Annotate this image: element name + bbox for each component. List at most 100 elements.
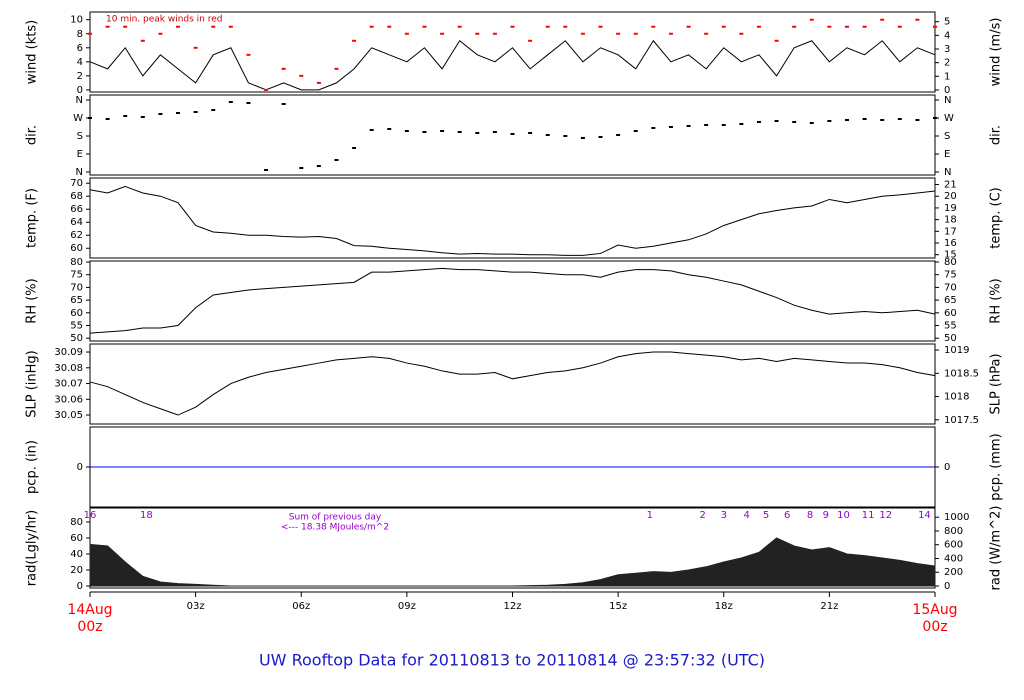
data-point xyxy=(827,25,832,28)
data-point xyxy=(616,134,621,136)
data-point xyxy=(563,25,568,28)
y-tick-label: W xyxy=(73,113,83,124)
y2-tick-label: 50 xyxy=(944,333,957,344)
data-point xyxy=(897,118,902,120)
y-axis-label: wind (kts) xyxy=(25,20,40,84)
y2-axis-label: rad (W/m^2) xyxy=(989,506,1004,591)
sun-marker: 3 xyxy=(721,510,727,521)
data-point xyxy=(404,130,409,132)
data-point xyxy=(88,117,92,119)
note: <--- 18.38 MJoules/m^2 xyxy=(281,523,389,533)
data-point xyxy=(668,126,673,128)
data-point xyxy=(933,25,937,28)
data-point xyxy=(246,53,251,56)
data-point xyxy=(387,25,392,28)
data-point xyxy=(264,88,269,91)
data-point xyxy=(123,115,128,117)
x-tick-label: 12z xyxy=(504,601,522,612)
data-point xyxy=(704,124,709,126)
y-tick-label: 30.06 xyxy=(54,394,83,405)
panel-frame xyxy=(89,260,936,342)
y-tick-label: 60 xyxy=(70,243,83,254)
y2-tick-label: 200 xyxy=(944,567,963,578)
y2-tick-label: 55 xyxy=(944,321,957,332)
data-point xyxy=(510,25,515,28)
data-point xyxy=(528,39,533,42)
data-point xyxy=(528,132,533,134)
data-point xyxy=(334,67,339,70)
y2-tick-label: 70 xyxy=(944,282,957,293)
data-point xyxy=(211,25,216,28)
data-point xyxy=(352,39,357,42)
data-point xyxy=(105,25,110,28)
y2-tick-label: N xyxy=(944,167,951,178)
sun-marker: 16 xyxy=(84,510,97,521)
y-tick-label: 2 xyxy=(77,71,83,82)
y-tick-label: 30.08 xyxy=(54,363,83,374)
data-point xyxy=(915,119,920,121)
y2-tick-label: 17 xyxy=(944,226,957,237)
sun-marker: 8 xyxy=(807,510,813,521)
y-tick-label: N xyxy=(76,95,83,106)
y-tick-label: E xyxy=(77,149,83,160)
data-point xyxy=(809,122,814,124)
y-tick-label: 70 xyxy=(70,282,83,293)
sun-marker: 4 xyxy=(743,510,749,521)
panel-frame xyxy=(89,11,936,93)
y2-axis-label: SLP (hPa) xyxy=(989,353,1004,414)
data-point xyxy=(105,118,110,120)
data-point xyxy=(123,25,128,28)
x-tick-label: 03z xyxy=(187,601,205,612)
sun-marker: 11 xyxy=(862,510,875,521)
data-point xyxy=(352,147,357,149)
data-point xyxy=(88,32,92,35)
data-point xyxy=(774,120,779,122)
data-point xyxy=(545,25,550,28)
data-point xyxy=(792,121,797,123)
y-tick-label: 66 xyxy=(70,204,83,215)
series-line xyxy=(89,185,936,256)
y-tick-label: 0 xyxy=(77,581,83,592)
data-point xyxy=(422,131,427,133)
y-tick-label: 4 xyxy=(77,57,83,68)
y2-tick-label: S xyxy=(944,131,950,142)
sun-marker: 5 xyxy=(763,510,769,521)
y2-tick-label: N xyxy=(944,95,951,106)
data-point xyxy=(844,119,849,121)
data-point xyxy=(563,135,568,137)
data-point xyxy=(545,134,550,136)
data-point xyxy=(598,25,603,28)
y2-tick-label: W xyxy=(944,113,954,124)
data-point xyxy=(299,74,304,77)
data-point xyxy=(792,25,797,28)
data-point xyxy=(158,32,163,35)
data-point xyxy=(404,32,409,35)
sun-marker: 12 xyxy=(879,510,892,521)
y-tick-label: 68 xyxy=(70,191,83,202)
data-point xyxy=(492,131,497,133)
data-point xyxy=(422,25,427,28)
data-point xyxy=(334,159,339,161)
y-tick-label: 80 xyxy=(70,517,83,528)
y2-tick-label: 19 xyxy=(944,203,957,214)
data-point xyxy=(580,32,585,35)
data-point xyxy=(880,18,885,21)
y2-tick-label: 16 xyxy=(944,238,957,249)
y-tick-label: 30.09 xyxy=(54,347,83,358)
y-tick-label: 6 xyxy=(77,43,83,54)
y2-tick-label: 18 xyxy=(944,215,957,226)
data-point xyxy=(580,137,585,139)
series-line xyxy=(89,351,936,416)
y-tick-label: 0 xyxy=(77,462,83,473)
y-axis-label: SLP (inHg) xyxy=(25,350,40,418)
data-point xyxy=(228,101,233,103)
data-point xyxy=(492,32,497,35)
sun-marker: 10 xyxy=(837,510,850,521)
y2-tick-label: 2 xyxy=(944,58,950,69)
x-edge-time: 00z xyxy=(922,619,947,635)
series-line xyxy=(89,39,936,91)
y-axis-label: pcp. (in) xyxy=(25,440,40,494)
panel-frame xyxy=(89,94,936,176)
data-point xyxy=(651,25,656,28)
